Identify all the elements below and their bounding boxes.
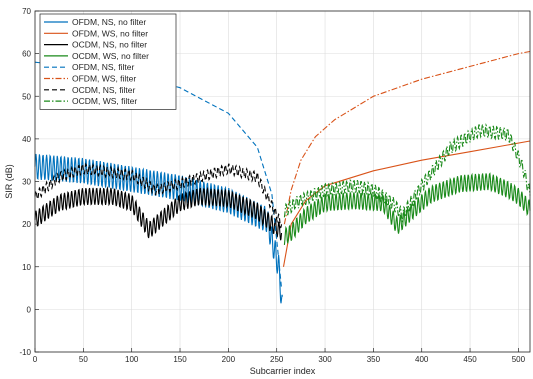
legend-label: OCDM, WS, filter — [72, 96, 137, 106]
x-tick-label: 500 — [512, 355, 526, 364]
x-tick-label: 200 — [222, 355, 236, 364]
axis-ticks: 0 50 100 150 200 250 300 350 400 450 500-100102030… — [19, 7, 525, 364]
x-tick-label: 0 — [33, 355, 38, 364]
series-line-4 — [283, 172, 531, 245]
x-tick-label: 300 — [318, 355, 332, 364]
legend-box — [39, 13, 177, 110]
x-tick-label: 350 — [367, 355, 381, 364]
legend-label: OFDM, NS, filter — [72, 62, 135, 72]
x-tick-label: 100 — [125, 355, 139, 364]
y-tick-label: 70 — [22, 7, 31, 16]
series-line-7 — [34, 161, 283, 229]
legend-label: OFDM, WS, no filter — [72, 28, 148, 38]
x-tick-label: 250 — [270, 355, 284, 364]
series-line-6 — [283, 50, 531, 225]
y-tick-label: 60 — [22, 50, 31, 59]
y-axis-label: SIR (dB) — [4, 164, 14, 199]
legend-label: OCDM, NS, filter — [72, 85, 135, 95]
x-axis-label: Subcarrier index — [250, 366, 316, 376]
y-tick-label: 40 — [22, 135, 31, 144]
series-line-2 — [282, 140, 531, 267]
y-tick-label: 50 — [22, 92, 31, 101]
series-line-8 — [283, 123, 531, 224]
legend-label: OCDM, WS, no filter — [72, 51, 149, 61]
series-line-3 — [34, 186, 283, 241]
y-tick-label: 30 — [22, 178, 31, 187]
y-tick-label: 10 — [22, 263, 31, 272]
y-tick-label: 0 — [27, 305, 32, 314]
y-tick-label: 20 — [22, 220, 31, 229]
legend-label: OCDM, NS, no filter — [72, 40, 147, 50]
y-tick-label: -10 — [19, 348, 31, 357]
x-tick-label: 450 — [463, 355, 477, 364]
legend-label: OFDM, WS, filter — [72, 74, 136, 84]
legend-label: OFDM, NS, no filter — [72, 17, 146, 27]
x-tick-label: 150 — [173, 355, 187, 364]
x-tick-label: 400 — [415, 355, 429, 364]
x-tick-label: 50 — [79, 355, 88, 364]
